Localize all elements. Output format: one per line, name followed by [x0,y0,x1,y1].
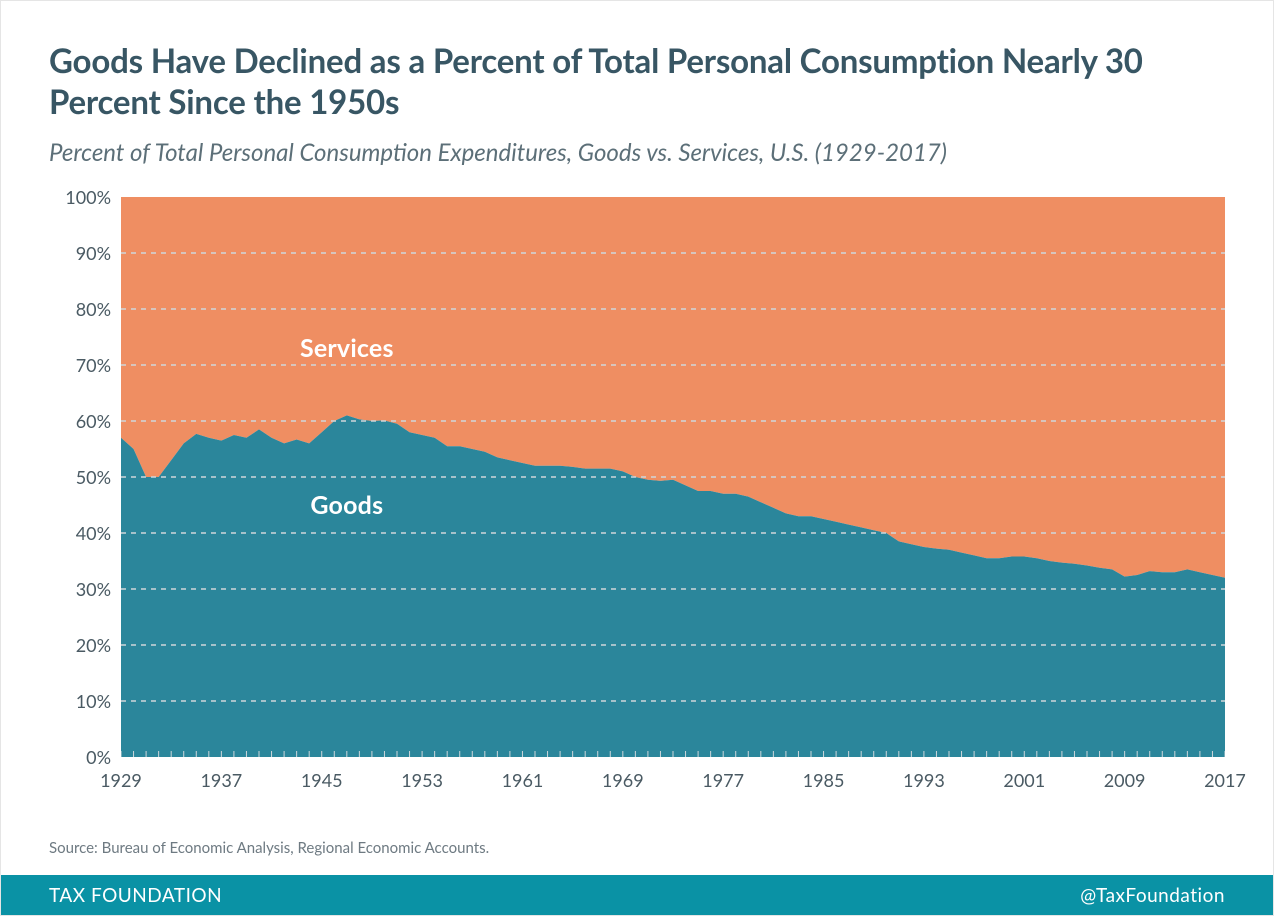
plot-wrap: 0%10%20%30%40%50%60%70%80%90%100% Servic… [49,197,1225,757]
chart-title: Goods Have Declined as a Percent of Tota… [49,41,1225,124]
series-label-services: Services [300,333,394,363]
series-label-goods: Goods [310,490,383,520]
y-axis: 0%10%20%30%40%50%60%70%80%90%100% [49,197,119,757]
source-line: Source: Bureau of Economic Analysis, Reg… [49,839,489,857]
area-chart-svg [121,197,1225,757]
y-tick-label: 20% [76,634,111,656]
x-tick-label: 1945 [301,769,343,791]
y-tick-label: 70% [76,354,111,376]
x-tick-label: 1969 [602,769,644,791]
y-tick-label: 50% [76,466,111,488]
x-tick-label: 1961 [502,769,544,791]
footer-bar: TAX FOUNDATION @TaxFoundation [1,875,1273,915]
x-tick-label: 1993 [903,769,945,791]
y-tick-label: 30% [76,578,111,600]
x-tick-label: 2009 [1104,769,1146,791]
x-tick-label: 2001 [1003,769,1045,791]
footer-handle: @TaxFoundation [1080,884,1225,907]
x-tick-label: 2017 [1204,769,1246,791]
y-tick-label: 80% [76,298,111,320]
x-tick-label: 1929 [100,769,142,791]
y-tick-label: 100% [65,186,111,208]
y-tick-label: 10% [76,690,111,712]
y-tick-label: 90% [76,242,111,264]
x-axis: 1929193719451953196119691977198519932001… [121,763,1225,797]
footer-org: TAX FOUNDATION [49,884,222,907]
y-tick-label: 0% [86,746,111,768]
chart-subtitle: Percent of Total Personal Consumption Ex… [49,138,1225,167]
x-tick-label: 1953 [401,769,443,791]
y-tick-label: 60% [76,410,111,432]
y-tick-label: 40% [76,522,111,544]
x-tick-label: 1937 [200,769,242,791]
x-tick-label: 1985 [803,769,845,791]
plot-area: Services Goods [121,197,1225,757]
x-tick-label: 1977 [702,769,744,791]
